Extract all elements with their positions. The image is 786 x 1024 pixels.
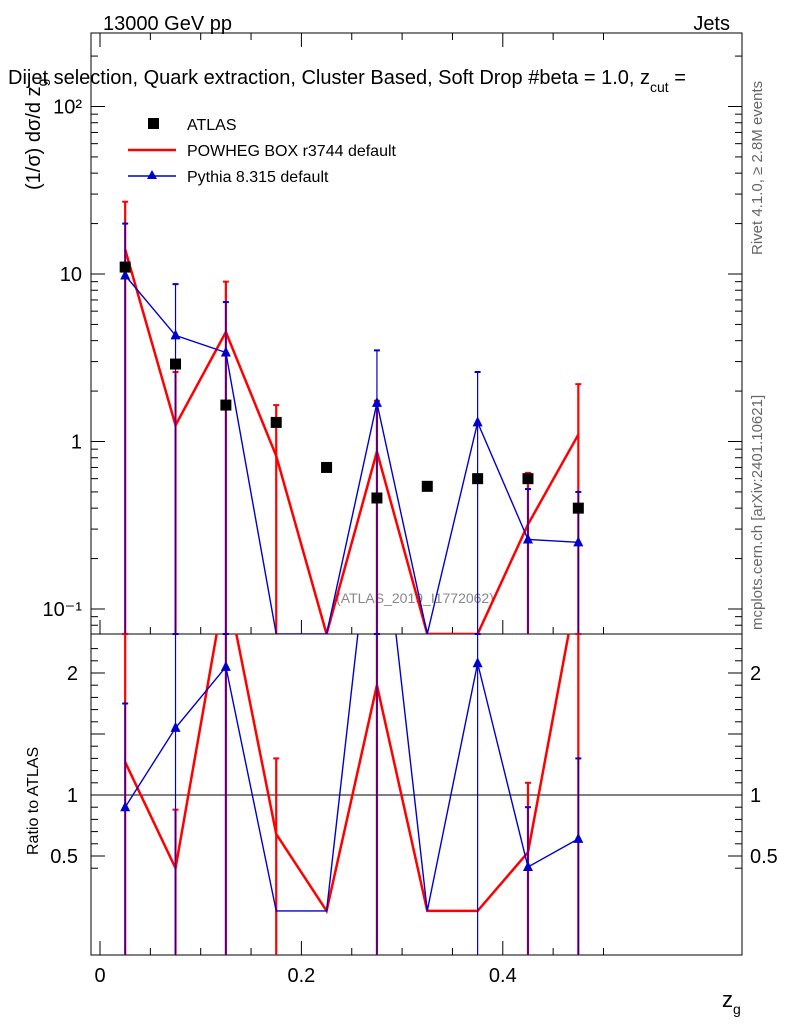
pythia-ratio-point bbox=[220, 660, 231, 671]
legend: ATLAS POWHEG BOX r3744 default Pythia 8.… bbox=[128, 117, 397, 186]
y-tick-label: 10² bbox=[53, 97, 82, 119]
powheg-ratio-line bbox=[124, 634, 570, 915]
x-axis-label-sub: g bbox=[733, 1001, 741, 1017]
tick-labels: 0 0.2 0.4 10⁻¹ 1 10 10² 0.5 0.5 1 1 2 2 bbox=[43, 97, 778, 988]
axis-ticks bbox=[91, 33, 742, 955]
pythia-point bbox=[170, 329, 181, 340]
jets-label: Jets bbox=[693, 13, 730, 35]
series-layer bbox=[91, 200, 742, 955]
atlas-point bbox=[572, 502, 584, 514]
pythia-point bbox=[371, 396, 382, 407]
mcplots-label: mcplots.cern.ch [arXiv:2401.10621] bbox=[749, 395, 766, 630]
y-tick-label: 10⁻¹ bbox=[43, 599, 83, 621]
atlas-point bbox=[371, 492, 383, 504]
pythia-ratio-point bbox=[170, 721, 181, 732]
pythia-point bbox=[573, 536, 584, 547]
ratio-tick-label: 1 bbox=[67, 785, 78, 807]
legend-atlas-label: ATLAS bbox=[187, 117, 237, 134]
legend-pythia-marker bbox=[147, 170, 157, 179]
chart-title-tail: = bbox=[669, 67, 686, 89]
powheg-line bbox=[123, 249, 580, 634]
y-axis-label: (1/σ) dσ/d zg bbox=[23, 79, 50, 190]
chart-title-main: Dijet selection, Quark extraction, Clust… bbox=[8, 67, 650, 89]
chart-title: Dijet selection, Quark extraction, Clust… bbox=[8, 67, 686, 95]
atlas-point bbox=[270, 416, 282, 428]
x-tick-label: 0.4 bbox=[489, 965, 517, 987]
x-tick-label: 0.2 bbox=[287, 965, 315, 987]
pythia-ratio-point bbox=[472, 657, 483, 668]
pythia-ratio-point bbox=[120, 801, 131, 812]
pythia-ratio-point bbox=[573, 832, 584, 843]
y-tick-label: 1 bbox=[71, 432, 82, 454]
pythia-point bbox=[522, 533, 533, 544]
pythia-point bbox=[220, 346, 231, 357]
ratio-tick-label-right: 0.5 bbox=[750, 846, 778, 868]
atlas-point bbox=[472, 473, 484, 485]
rivet-label: Rivet 4.1.0, ≥ 2.8M events bbox=[749, 81, 766, 255]
pythia-point bbox=[472, 416, 483, 427]
ratio-tick-label: 0.5 bbox=[50, 846, 78, 868]
pythia-point bbox=[120, 269, 131, 280]
pythia-line bbox=[124, 275, 579, 634]
x-axis-label: zg bbox=[722, 987, 741, 1017]
analysis-watermark: (ATLAS_2019_I1772062) bbox=[336, 590, 494, 606]
ratio-tick-label: 2 bbox=[67, 663, 78, 685]
y-axis-label-main: (1/σ) dσ/d z bbox=[23, 86, 45, 190]
ratio-tick-label-right: 1 bbox=[750, 785, 761, 807]
ratio-axis-label: Ratio to ATLAS bbox=[25, 747, 42, 855]
legend-pythia-label: Pythia 8.315 default bbox=[187, 169, 329, 186]
atlas-point bbox=[321, 461, 333, 473]
legend-atlas-marker bbox=[148, 118, 159, 129]
atlas-point bbox=[119, 261, 131, 273]
atlas-point bbox=[421, 480, 433, 492]
legend-powheg-label: POWHEG BOX r3744 default bbox=[187, 143, 397, 160]
y-axis-label-sub: g bbox=[34, 79, 50, 87]
x-tick-label: 0 bbox=[94, 965, 105, 987]
x-axis-label-main: z bbox=[722, 987, 733, 1012]
pythia-ratio-point bbox=[522, 860, 533, 871]
pythia-ratio-line bbox=[124, 634, 579, 912]
ratio-tick-label-right: 2 bbox=[750, 663, 761, 685]
y-tick-label: 10 bbox=[60, 264, 82, 286]
atlas-point bbox=[522, 473, 534, 485]
atlas-point bbox=[170, 358, 182, 370]
chart-title-sub: cut bbox=[650, 79, 669, 95]
atlas-point bbox=[220, 399, 232, 411]
energy-label: 13000 GeV pp bbox=[103, 13, 232, 35]
